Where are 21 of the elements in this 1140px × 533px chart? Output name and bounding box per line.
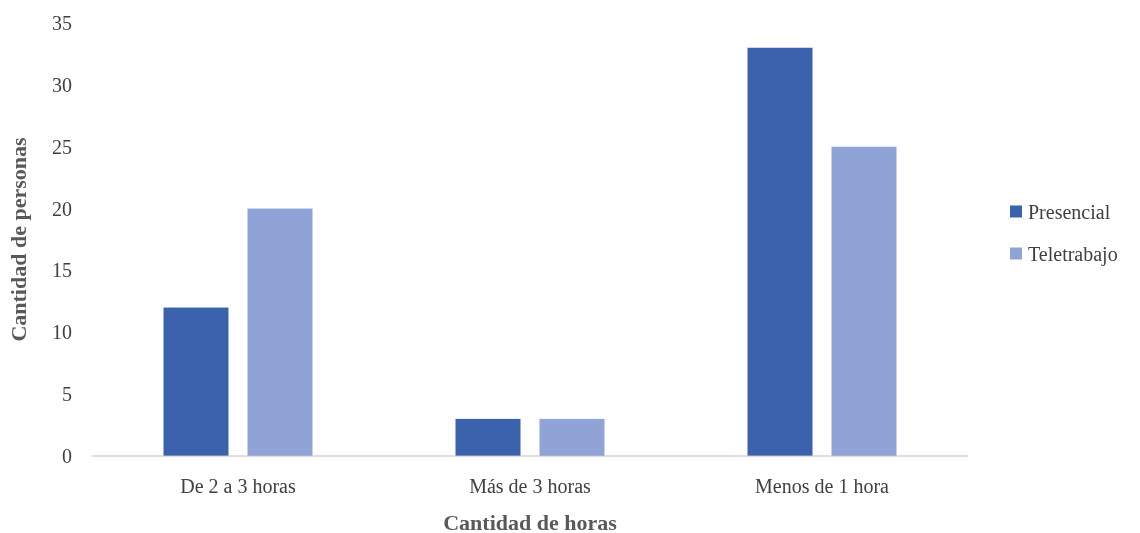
bar	[455, 418, 521, 456]
bar	[247, 208, 313, 456]
y-tick-label: 25	[52, 135, 72, 158]
y-tick-label: 15	[52, 259, 72, 282]
bar	[831, 146, 897, 456]
y-tick-label: 5	[62, 383, 72, 406]
x-tick-label: Menos de 1 hora	[755, 475, 890, 497]
x-tick-label: De 2 a 3 horas	[180, 475, 296, 497]
x-tick-label: Más de 3 horas	[469, 475, 592, 497]
legend-label: Teletrabajo	[1028, 242, 1118, 266]
x-axis-title: Cantidad de horas	[443, 510, 618, 533]
y-tick-label: 30	[52, 73, 72, 96]
bar	[747, 47, 813, 456]
y-tick-label: 0	[62, 445, 72, 467]
bar	[163, 307, 229, 456]
y-tick-label: 10	[52, 321, 72, 344]
y-tick-label: 20	[52, 197, 72, 220]
y-tick-label: 35	[52, 12, 72, 34]
legend-label: Presencial	[1028, 200, 1111, 223]
bar	[539, 418, 605, 456]
y-axis-title: Cantidad de personas	[6, 136, 31, 342]
